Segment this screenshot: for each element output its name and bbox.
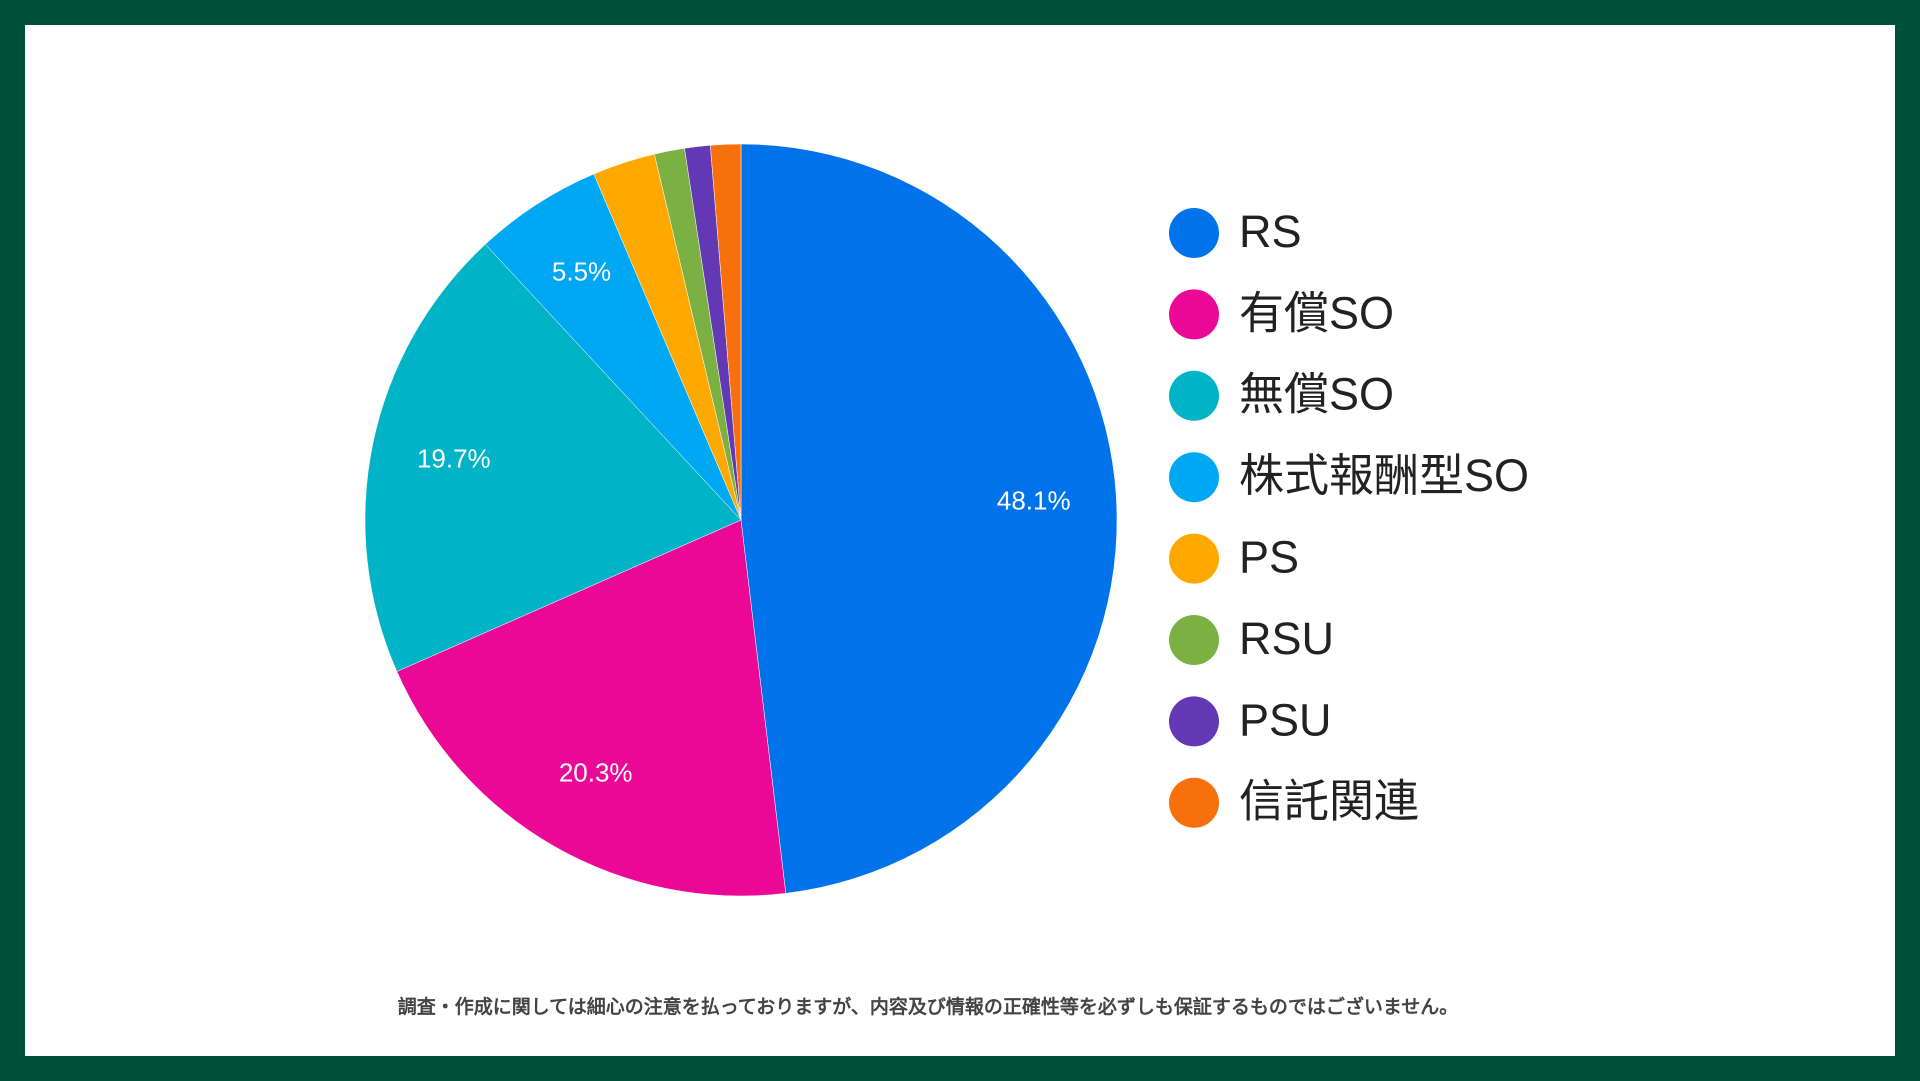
legend-swatch xyxy=(1169,289,1219,340)
pie-slice xyxy=(740,143,1118,894)
legend-swatch xyxy=(1169,533,1219,584)
legend-label: RS xyxy=(1239,206,1302,257)
legend-swatch xyxy=(1169,777,1219,828)
legend-swatch xyxy=(1169,452,1219,503)
data-label: 5.5% xyxy=(552,257,611,287)
legend-swatch xyxy=(1169,208,1219,258)
data-label: 19.7% xyxy=(417,443,491,473)
legend-swatch xyxy=(1169,696,1219,747)
pie-slice xyxy=(396,519,787,897)
legend-label: PSU xyxy=(1239,694,1332,745)
data-label: 20.3% xyxy=(559,758,633,788)
pie-slice xyxy=(710,143,742,521)
pie-slice xyxy=(364,243,742,672)
legend-label: 信託関連 xyxy=(1239,776,1419,827)
legend-label: 無償SO xyxy=(1239,369,1394,420)
legend-label: PS xyxy=(1239,531,1299,582)
legend-swatch xyxy=(1169,615,1219,665)
note: 調査・作成に関しては細心の注意を払っておりますが、内容及び情報の正確性等を必ずし… xyxy=(398,995,1459,1018)
data-label: 48.1% xyxy=(997,485,1071,515)
legend-label: RSU xyxy=(1239,613,1334,664)
legend-swatch xyxy=(1169,370,1219,421)
legend-label: 株式報酬型SO xyxy=(1239,450,1529,501)
legend-label: 有償SO xyxy=(1239,287,1394,338)
pie-slice xyxy=(484,173,742,521)
